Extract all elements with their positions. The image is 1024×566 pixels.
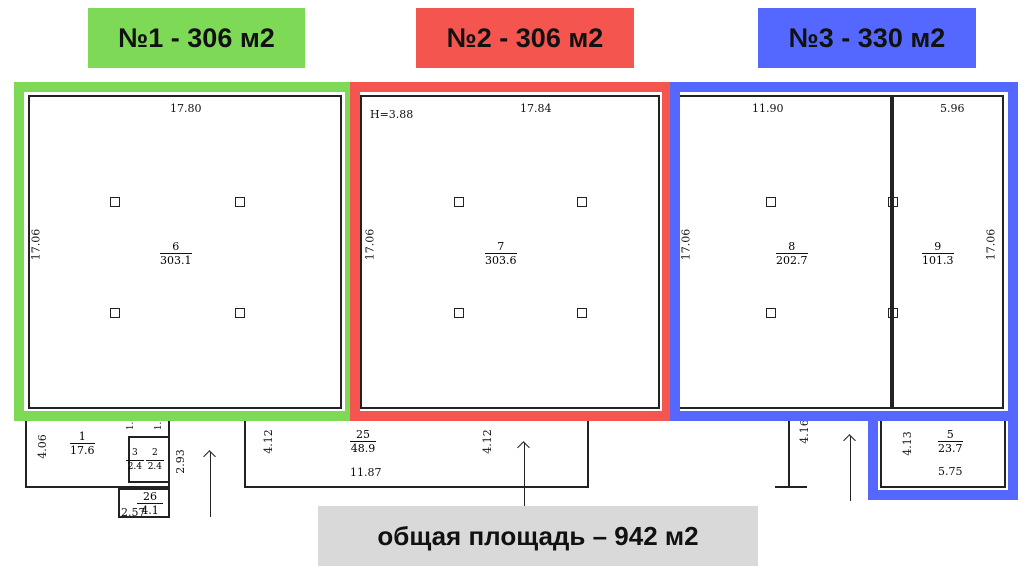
unit-3-label: №3 - 330 м2 [758, 8, 976, 68]
room-label: 1 17.6 [70, 430, 95, 457]
room-label: 6 303.1 [160, 240, 192, 267]
total-area-label: общая площадь – 942 м2 [318, 506, 758, 566]
unit-2-outline [350, 82, 672, 421]
room-label: 25 48.9 [350, 428, 376, 455]
unit-3-annex-outline [868, 411, 1018, 500]
room-25 [244, 420, 589, 488]
unit-1-outline [14, 82, 355, 421]
room-label: 26 4.1 [137, 490, 163, 517]
room-26 [118, 488, 170, 518]
entrance-arrow-icon [524, 443, 525, 508]
room-label: 3 2.4 [126, 448, 144, 472]
room-5 [880, 420, 1006, 488]
room-label: 2 2.4 [146, 448, 164, 472]
room-label: 7 303.6 [485, 240, 517, 267]
unit-2-label: №2 - 306 м2 [416, 8, 634, 68]
room-wc [128, 436, 170, 483]
unit-1-label: №1 - 306 м2 [88, 8, 305, 68]
room-label: 9 101.3 [922, 240, 954, 267]
room-label: 5 23.7 [938, 428, 963, 455]
room-6 [28, 95, 342, 409]
room-9 [892, 95, 1004, 409]
unit-3-outline [670, 82, 1018, 421]
room-label: 8 202.7 [776, 240, 808, 267]
entrance-arrow-icon [210, 452, 211, 517]
entrance-arrow-icon [850, 436, 851, 501]
room-7 [360, 95, 660, 409]
